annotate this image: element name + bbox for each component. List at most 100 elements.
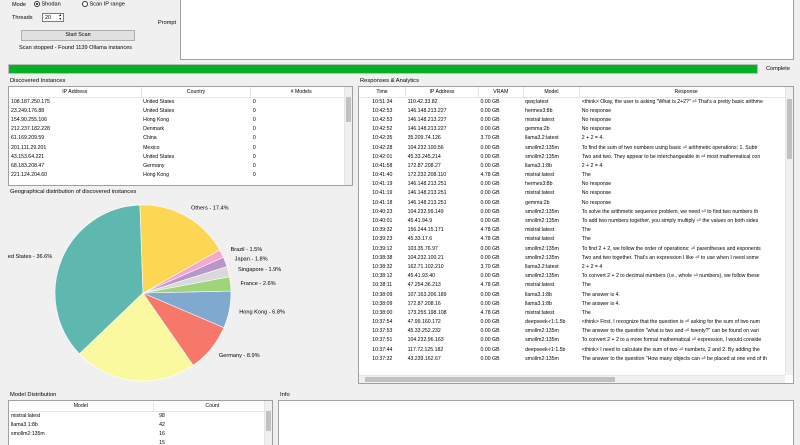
table-cell: llama3.1:8b <box>11 421 38 428</box>
column-header[interactable]: Model <box>523 87 581 98</box>
threads-spinner[interactable]: 20 ▲ ▼ <box>42 13 64 22</box>
response-row[interactable]: 10:39:32 156.244.15.171 4.78 GB mistral:lat… <box>359 226 793 235</box>
column-header[interactable]: Time <box>359 87 407 98</box>
instance-row[interactable]: 154.90.255.106 Hong Kong 0 <box>9 115 352 124</box>
response-row[interactable]: 10:37:44 117.72.125.182 0.00 GB deepseek-r1… <box>359 345 793 354</box>
responses-vscroll[interactable] <box>785 87 793 375</box>
table-cell: gemma:2b <box>525 199 550 206</box>
table-cell: 156.244.15.171 <box>407 227 444 234</box>
table-cell: 3.70 GB <box>480 135 500 142</box>
table-cell: 0.00 GB <box>480 291 500 298</box>
response-row[interactable]: 10:41:58 172.87.208.27 0.00 GB llama3.1:8b 2… <box>359 161 793 170</box>
info-panel[interactable] <box>278 400 794 445</box>
table-cell: To find the sum of two numbers using bas… <box>581 144 758 151</box>
response-row[interactable]: 10:42:53 146.148.213.227 0.00 GB hermes3:8b… <box>359 106 793 115</box>
responses-hscroll[interactable] <box>359 375 785 383</box>
response-row[interactable]: 10:41:40 172.232.208.110 4.78 GB mistral:la… <box>359 171 793 180</box>
model-dist-table[interactable]: Model Count mistral:latest 98 llama3.1:8b 42… <box>8 400 273 445</box>
column-header[interactable]: Model <box>9 401 154 412</box>
instance-row[interactable]: 201.111.29.201 Mexico 0 <box>9 143 352 152</box>
response-row[interactable]: 10:42:01 45.33.245.214 0.00 GB smollm2:135m… <box>359 152 793 161</box>
prompt-textarea[interactable] <box>180 0 794 60</box>
column-header[interactable]: Count <box>153 401 272 412</box>
model-row[interactable]: 15 <box>9 439 272 445</box>
response-row[interactable]: 10:42:28 104.232.100.56 0.00 GB smollm2:135… <box>359 143 793 152</box>
response-row[interactable]: 10:41:18 146.148.213.251 0.00 GB gemma:2b No… <box>359 198 793 207</box>
table-cell: 104.232.96.163 <box>407 337 444 344</box>
response-row[interactable]: 10:37:53 45.33.252.232 0.00 GB smollm2:135m… <box>359 327 793 336</box>
column-header[interactable]: Response <box>579 87 793 98</box>
table-cell: 10:41:58 <box>372 162 393 169</box>
instance-row[interactable]: 68.183.208.47 Germany 0 <box>9 161 352 170</box>
response-row[interactable]: 10:40:01 45.41.94.9 0.00 GB smollm2:135m To … <box>359 216 793 225</box>
table-cell: The <box>581 236 591 243</box>
table-cell: 172.87.208.16 <box>407 300 441 307</box>
column-header[interactable]: # Models <box>250 87 352 98</box>
response-row[interactable]: 10:38:09 107.163.206.189 0.00 GB llama3.1:8… <box>359 290 793 299</box>
instance-row[interactable]: 61.169.209.59 China 0 <box>9 134 352 143</box>
response-row[interactable]: 10:39:12 103.35.76.97 0.00 GB smollm2:135m T… <box>359 244 793 253</box>
response-row[interactable]: 10:38:38 104.232.100.21 0.00 GB smollm2:135… <box>359 253 793 262</box>
response-row[interactable]: 10:38:32 162.71.102.210 3.70 GB llama3.2:la… <box>359 262 793 271</box>
response-row[interactable]: 10:41:19 146.148.213.251 0.00 GB mistral:la… <box>359 189 793 198</box>
table-cell: 10:40:01 <box>372 218 393 225</box>
discovered-scrollbar[interactable] <box>344 87 352 185</box>
model-dist-scrollbar[interactable] <box>264 401 272 445</box>
radio-shodan-indicator[interactable] <box>34 1 40 7</box>
instance-row[interactable]: 23.249.176.88 United States 0 <box>9 106 352 115</box>
table-cell: 107.163.206.189 <box>407 291 447 298</box>
response-row[interactable]: 10:38:00 173.255.198.108 4.78 GB mistral:la… <box>359 308 793 317</box>
response-row[interactable]: 10:38:09 172.87.208.16 0.00 GB llama3.1:8b T… <box>359 299 793 308</box>
response-row[interactable]: 10:42:53 146.148.213.227 0.00 GB mistral:la… <box>359 115 793 124</box>
response-row[interactable]: 10:39:23 45.33.17.6 4.78 GB mistral:latest T… <box>359 235 793 244</box>
start-scan-button[interactable]: Start Scan <box>21 30 135 41</box>
instance-row[interactable]: 43.153.64.221 United States 0 <box>9 152 352 161</box>
discovered-table[interactable]: IP Address Country # Models 108.187.250.17… <box>8 86 353 186</box>
radio-ip-range-indicator[interactable] <box>82 1 88 7</box>
table-cell: 4.78 GB <box>480 309 500 316</box>
mode-radio-shodan[interactable]: Shodan <box>34 1 61 7</box>
table-cell: 4.78 GB <box>480 236 500 243</box>
response-row[interactable]: 10:37:32 43.239.162.67 0.00 GB smollm2:135m… <box>359 354 793 363</box>
response-row[interactable]: 10:42:52 146.148.213.227 0.00 GB gemma:2b No… <box>359 125 793 134</box>
table-cell: 10:42:53 <box>372 107 393 114</box>
table-cell: 4.78 GB <box>480 282 500 289</box>
instance-row[interactable]: 221.124.204.60 Hong Kong 0 <box>9 171 352 180</box>
table-cell: deepseek-r1:1.5b <box>525 346 566 353</box>
table-cell: Two and two together. That's an expressi… <box>581 254 759 261</box>
table-cell: 0 <box>252 135 256 142</box>
model-row[interactable]: smollm2:135m 16 <box>9 429 272 438</box>
pie-slice-label: France - 2.6% <box>240 281 275 287</box>
table-cell: 45.33.17.6 <box>407 236 433 243</box>
table-cell: 10:41:18 <box>372 199 393 206</box>
response-row[interactable]: 10:41:19 146.148.213.251 0.00 GB hermes3:8b… <box>359 180 793 189</box>
table-cell: 0.00 GB <box>480 144 500 151</box>
table-cell: 146.148.213.251 <box>407 190 447 197</box>
instance-row[interactable]: 212.237.182.228 Denmark 0 <box>9 125 352 134</box>
table-cell: 15 <box>159 440 165 445</box>
instance-row[interactable]: 108.187.250.175 United States 0 <box>9 97 352 106</box>
response-row[interactable]: 10:37:54 47.99.160.172 0.00 GB deepseek-r1:… <box>359 318 793 327</box>
mode-radio-ip-range[interactable]: Scan IP range <box>82 1 125 7</box>
response-row[interactable]: 10:38:11 47.254.36.213 4.78 GB mistral:late… <box>359 281 793 290</box>
model-row[interactable]: llama3.1:8b 42 <box>9 420 272 429</box>
table-cell: 10:37:32 <box>372 355 393 362</box>
response-row[interactable]: 10:40:23 104.232.99.149 0.00 GB smollm2:135… <box>359 207 793 216</box>
column-header[interactable]: IP Address <box>9 87 142 98</box>
response-row[interactable]: 10:38:12 45.41.93.40 0.00 GB smollm2:135m To… <box>359 272 793 281</box>
threads-value[interactable]: 20 <box>45 15 51 21</box>
response-row[interactable]: 10:42:35 35.209.74.126 3.70 GB llama3.2:lat… <box>359 134 793 143</box>
column-header[interactable]: IP Address <box>405 87 479 98</box>
spinner-arrows-icon[interactable]: ▲ ▼ <box>58 13 62 21</box>
response-row[interactable]: 10:37:51 104.232.96.163 0.00 GB smollm2:135… <box>359 336 793 345</box>
response-row[interactable]: 10:51:34 110.42.33.82 0.00 GB qwq:latest <th… <box>359 97 793 106</box>
column-header[interactable]: Country <box>141 87 252 98</box>
table-cell: smollm2:135m <box>525 273 559 280</box>
table-cell: 0.00 GB <box>480 116 500 123</box>
table-cell: 10:38:12 <box>372 273 393 280</box>
model-row[interactable]: mistral:latest 98 <box>9 411 272 420</box>
table-cell: 0.00 GB <box>480 126 500 133</box>
column-header[interactable]: VRAM <box>478 87 524 98</box>
responses-table[interactable]: Time IP Address VRAM Model Response 10:51:34… <box>358 86 794 384</box>
table-cell: Mexico <box>143 144 160 151</box>
